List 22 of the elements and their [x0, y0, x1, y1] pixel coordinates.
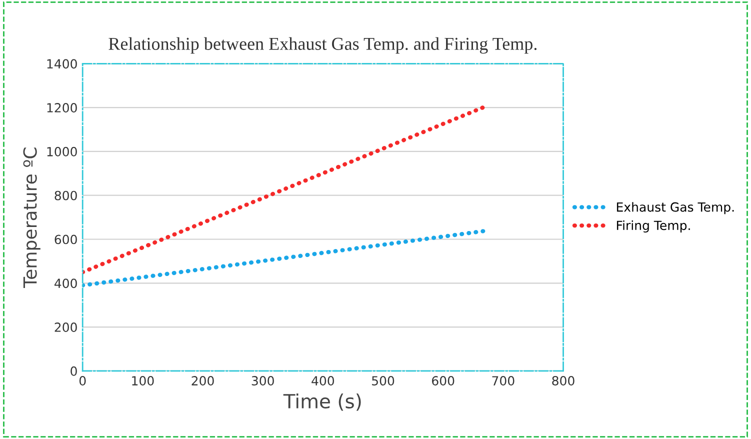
y-tick-label: 0: [70, 366, 77, 376]
x-tick-label: 600: [432, 376, 454, 386]
y-tick-label: 1000: [47, 146, 77, 156]
y-tick-label: 800: [54, 190, 77, 200]
y-tick-label: 1200: [47, 103, 77, 112]
chart-title: Relationship between Exhaust Gas Temp. and Firing Temp.: [108, 37, 537, 54]
x-tick-label: 500: [372, 376, 394, 386]
legend-label: Exhaust Gas Temp.: [616, 202, 734, 214]
x-tick-label: 800: [552, 376, 574, 386]
x-tick-label: 300: [252, 376, 274, 386]
legend-label: Firing Temp.: [616, 220, 690, 233]
y-tick-label: 400: [54, 278, 77, 288]
y-axis-title: Temperature ºC: [23, 148, 40, 288]
x-tick-label: 700: [492, 376, 514, 386]
x-tick-label: 400: [312, 376, 334, 386]
y-tick-label: 200: [54, 322, 77, 332]
y-tick-label: 1400: [47, 59, 77, 69]
y-tick-label: 600: [54, 234, 77, 244]
x-axis-title: Time (s): [283, 393, 361, 411]
x-tick-label: 0: [79, 376, 86, 386]
x-tick-label: 100: [132, 376, 154, 386]
x-tick-label: 200: [192, 376, 214, 386]
